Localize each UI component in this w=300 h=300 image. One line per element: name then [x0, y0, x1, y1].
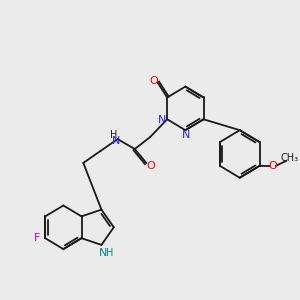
Text: N: N — [99, 248, 107, 258]
Text: N: N — [158, 115, 166, 125]
Text: O: O — [147, 161, 155, 171]
Text: N: N — [112, 136, 120, 146]
Text: O: O — [149, 76, 158, 85]
Text: O: O — [268, 161, 277, 171]
Text: CH₃: CH₃ — [281, 153, 299, 163]
Text: H: H — [106, 248, 114, 258]
Text: F: F — [34, 233, 41, 243]
Text: N: N — [182, 130, 190, 140]
Text: H: H — [110, 130, 118, 140]
